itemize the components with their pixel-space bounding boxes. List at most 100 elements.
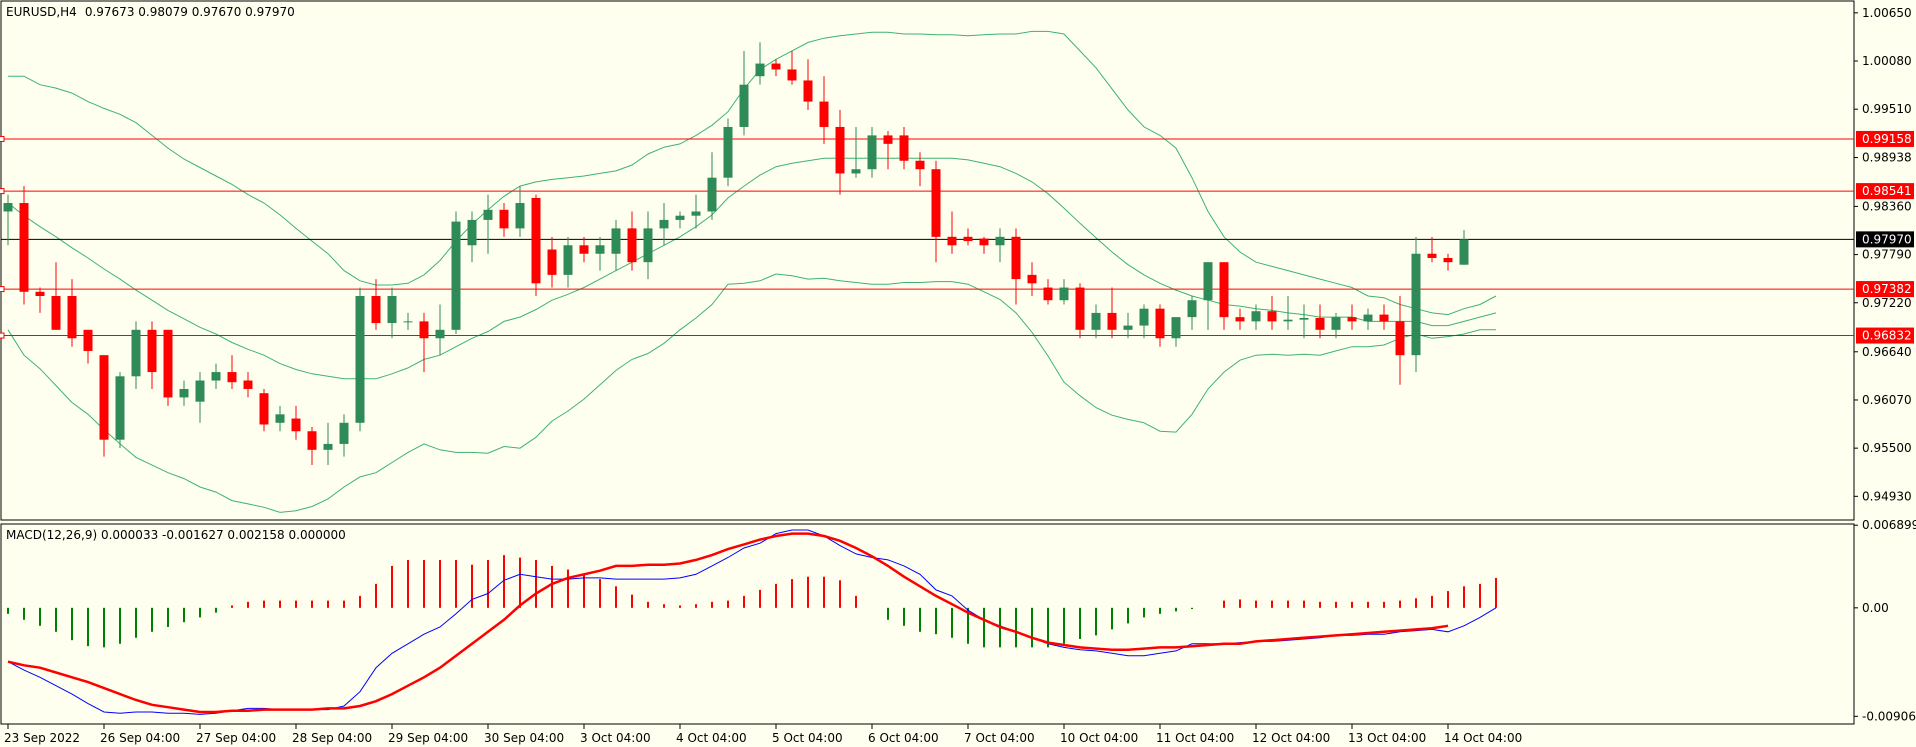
candle-body	[1219, 262, 1229, 318]
candle	[675, 211, 685, 229]
level-tag-label: 0.98541	[1862, 184, 1912, 198]
candle-body	[499, 209, 509, 229]
candle-body	[899, 135, 909, 161]
candle-body	[467, 219, 477, 246]
candle	[195, 372, 205, 423]
candle-body	[163, 329, 173, 398]
candle-body	[547, 249, 557, 275]
candle-body	[227, 372, 237, 383]
candle-body	[131, 329, 141, 377]
candle	[531, 194, 541, 297]
candle-body	[691, 211, 701, 216]
candle	[1411, 236, 1421, 373]
level-handle-2[interactable]	[0, 286, 5, 293]
candle-body	[243, 380, 253, 389]
macd-tick-label: 0.00	[1862, 601, 1889, 615]
candle-body	[339, 422, 349, 444]
candle	[1123, 312, 1133, 339]
candle-body	[659, 219, 669, 229]
candle	[451, 211, 461, 335]
level-tag-2	[1856, 281, 1914, 298]
candle	[147, 321, 157, 389]
level-handle-0[interactable]	[0, 135, 5, 142]
candle	[899, 126, 909, 170]
candle	[579, 236, 589, 263]
candle-body	[723, 126, 733, 178]
price-panel-frame	[0, 0, 1855, 521]
candle	[995, 228, 1005, 263]
level-tag-label: 0.97382	[1862, 282, 1912, 296]
candle	[291, 405, 301, 440]
candle	[1027, 262, 1037, 297]
candle-body	[1427, 253, 1437, 258]
candle	[1187, 296, 1197, 330]
time-tick-label: 13 Oct 04:00	[1348, 731, 1426, 745]
candle-body	[1027, 274, 1037, 284]
candle	[1299, 304, 1309, 339]
candle	[1331, 312, 1341, 339]
signal-line	[7, 532, 1449, 714]
price-tick-label: 0.94930	[1862, 489, 1912, 503]
candle	[1059, 279, 1069, 305]
candle-body	[1011, 236, 1021, 280]
candle-body	[19, 203, 29, 292]
candle-body	[1347, 317, 1357, 322]
candle-body	[291, 418, 301, 432]
horizontal-levels[interactable]	[0, 135, 1854, 339]
candle-body	[1075, 287, 1085, 330]
candle-body	[1091, 312, 1101, 330]
price-panel[interactable]: EURUSD,H4 0.97673 0.98079 0.97670 0.97970	[0, 0, 1855, 521]
macd-panel-frame	[0, 523, 1855, 725]
candle	[1267, 296, 1277, 330]
candle-body	[99, 355, 109, 440]
candle-body	[1187, 300, 1197, 318]
candle-body	[1139, 308, 1149, 326]
macd-axis: 0.006899 0.00 -0.00906	[1854, 518, 1916, 723]
candle	[227, 355, 237, 389]
candle-body	[51, 296, 61, 330]
candle-body	[1107, 312, 1117, 330]
candle	[1347, 304, 1357, 330]
candle	[803, 59, 813, 111]
candle	[499, 203, 509, 237]
candle-body	[851, 169, 861, 174]
macd-histogram	[7, 555, 1497, 648]
level-tag-1	[1856, 183, 1914, 200]
time-tick-label: 11 Oct 04:00	[1156, 731, 1234, 745]
candle	[1091, 304, 1101, 339]
candle-body	[979, 238, 989, 246]
candle	[723, 118, 733, 187]
candle	[1075, 283, 1085, 339]
time-tick-label: 23 Sep 2022	[4, 731, 80, 745]
macd-panel[interactable]: MACD(12,26,9) 0.000033 -0.001627 0.00215…	[0, 523, 1855, 725]
bollinger-upper	[8, 30, 1497, 316]
candle-body	[595, 245, 605, 254]
candle-body	[739, 84, 749, 127]
candle	[467, 211, 477, 263]
price-tick-label: 0.96640	[1862, 345, 1912, 359]
macd-lines	[7, 529, 1497, 715]
candle-body	[867, 135, 877, 170]
candle-body	[211, 372, 221, 381]
candle-body	[371, 296, 381, 324]
candle	[387, 287, 397, 339]
candle	[963, 228, 973, 246]
level-handle-1[interactable]	[0, 188, 5, 195]
candle-body	[1363, 314, 1373, 322]
candle	[515, 186, 525, 237]
candle-body	[355, 296, 365, 423]
candle-body	[707, 177, 717, 212]
time-axis: 23 Sep 2022 26 Sep 04:00 27 Sep 04:00 28 Se…	[4, 724, 1522, 745]
candle	[1379, 304, 1389, 330]
candle-body	[611, 228, 621, 254]
candle-body	[947, 236, 957, 246]
candle-body	[307, 431, 317, 450]
candle-body	[435, 329, 445, 339]
candle	[419, 312, 429, 373]
candle	[51, 262, 61, 330]
level-tag-0	[1856, 130, 1914, 147]
candle-body	[883, 135, 893, 144]
candle	[643, 211, 653, 280]
level-handle-3[interactable]	[0, 332, 5, 339]
